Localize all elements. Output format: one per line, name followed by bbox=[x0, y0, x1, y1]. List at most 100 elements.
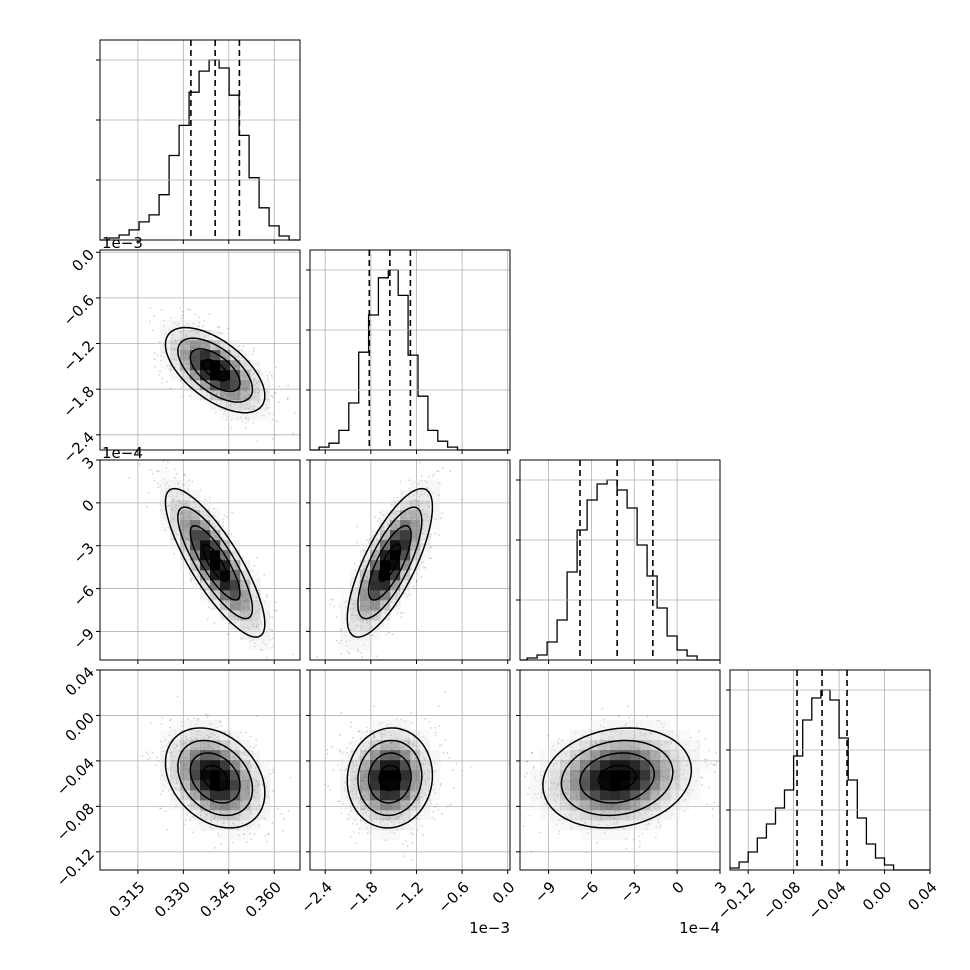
sample-point bbox=[250, 408, 253, 411]
sample-point bbox=[208, 606, 210, 608]
sample-point bbox=[353, 628, 355, 631]
density-cell bbox=[230, 600, 241, 611]
sample-point bbox=[354, 563, 356, 565]
density-cell bbox=[210, 520, 221, 531]
sample-point bbox=[203, 336, 206, 339]
sample-point bbox=[262, 641, 265, 644]
sample-point bbox=[189, 579, 192, 581]
sample-point bbox=[257, 623, 260, 626]
density-cell bbox=[200, 800, 211, 811]
density-cell bbox=[380, 550, 391, 561]
sample-point bbox=[401, 588, 404, 591]
density-cell bbox=[200, 370, 211, 381]
sample-point bbox=[276, 420, 278, 423]
sample-point bbox=[424, 480, 427, 482]
density-cell bbox=[190, 730, 201, 741]
sample-point bbox=[432, 492, 435, 494]
density-cell bbox=[390, 510, 401, 521]
sample-point bbox=[260, 623, 263, 626]
sample-point bbox=[421, 791, 423, 794]
sample-point bbox=[183, 473, 186, 476]
sample-point bbox=[348, 817, 350, 819]
density-cell bbox=[180, 380, 191, 391]
contour-line bbox=[177, 506, 254, 620]
density-cell bbox=[410, 480, 421, 491]
sample-point bbox=[175, 780, 178, 783]
contour-line bbox=[201, 543, 229, 583]
sample-point bbox=[426, 487, 428, 489]
density-cell bbox=[360, 610, 371, 621]
density-cell bbox=[180, 740, 191, 751]
sample-point bbox=[245, 416, 247, 418]
density-cell bbox=[350, 610, 361, 621]
sample-point bbox=[437, 493, 439, 496]
sample-point bbox=[368, 541, 370, 544]
contour-line bbox=[201, 358, 229, 382]
sample-point bbox=[138, 463, 141, 465]
sample-point bbox=[203, 515, 205, 518]
sample-point bbox=[241, 349, 243, 352]
sample-point bbox=[442, 467, 444, 469]
sample-point bbox=[255, 715, 258, 717]
sample-point bbox=[427, 762, 430, 765]
density-cell bbox=[160, 350, 171, 361]
sample-point bbox=[159, 359, 162, 362]
sample-point bbox=[204, 335, 206, 337]
sample-point bbox=[247, 416, 250, 419]
sample-point bbox=[177, 324, 180, 327]
sample-point bbox=[390, 821, 393, 823]
sample-point bbox=[394, 502, 396, 505]
density-cell bbox=[190, 580, 201, 591]
sample-point bbox=[408, 479, 410, 481]
sample-point bbox=[263, 600, 266, 603]
sample-point bbox=[396, 612, 399, 615]
sample-point bbox=[205, 713, 207, 716]
density-cell bbox=[200, 380, 211, 391]
density-cell bbox=[180, 320, 191, 331]
sample-point bbox=[352, 620, 355, 623]
sample-point bbox=[183, 823, 186, 826]
sample-point bbox=[174, 477, 177, 479]
sample-point bbox=[188, 804, 190, 807]
sample-point bbox=[148, 443, 150, 445]
density-cell bbox=[230, 550, 241, 561]
sample-point bbox=[203, 812, 206, 814]
sample-point bbox=[366, 538, 369, 541]
sample-point bbox=[171, 495, 174, 497]
sample-point bbox=[251, 620, 253, 622]
sample-point bbox=[213, 526, 216, 528]
density-cell bbox=[170, 500, 181, 511]
sample-point bbox=[175, 360, 178, 362]
sample-point bbox=[248, 832, 251, 835]
sample-point bbox=[154, 763, 157, 766]
sample-point bbox=[416, 492, 419, 494]
sample-point bbox=[243, 365, 245, 368]
sample-point bbox=[271, 768, 274, 771]
sample-point bbox=[254, 596, 257, 599]
density-cell bbox=[210, 740, 221, 751]
sample-point bbox=[228, 616, 230, 619]
density-cell bbox=[370, 630, 381, 641]
sample-point bbox=[415, 490, 418, 493]
density-cell bbox=[180, 810, 191, 821]
sample-point bbox=[202, 510, 204, 512]
density-cell bbox=[180, 530, 191, 541]
density-cell bbox=[370, 620, 381, 631]
density-cell bbox=[160, 320, 171, 331]
density-cell bbox=[240, 770, 251, 781]
sample-point bbox=[329, 603, 331, 606]
sample-point bbox=[189, 309, 192, 311]
density-cell bbox=[370, 550, 381, 561]
sample-point bbox=[374, 619, 376, 622]
sample-point bbox=[274, 609, 276, 612]
sample-point bbox=[269, 628, 272, 631]
sample-point bbox=[280, 813, 283, 815]
sample-point bbox=[399, 480, 402, 483]
sample-point bbox=[188, 497, 191, 499]
sample-point bbox=[191, 501, 193, 504]
density-cell bbox=[210, 810, 221, 821]
sample-point bbox=[226, 633, 229, 636]
sample-point bbox=[230, 747, 233, 749]
sample-point bbox=[228, 613, 231, 616]
density-cell bbox=[200, 390, 211, 401]
